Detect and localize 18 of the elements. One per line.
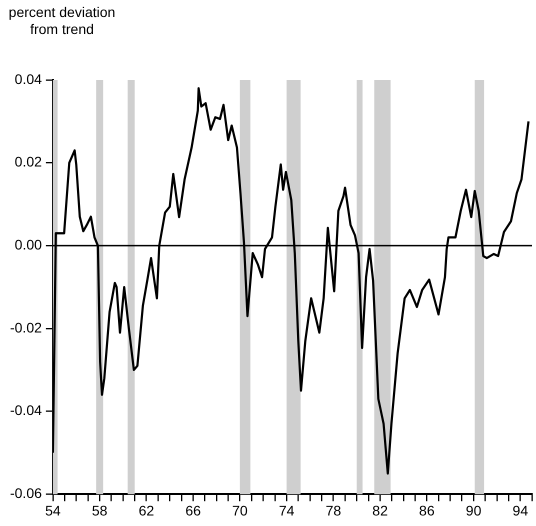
x-tick-label: 58: [92, 502, 108, 518]
y-tick-label: 0.04: [14, 70, 42, 87]
y-tick-label: 0.02: [14, 154, 42, 170]
x-tick-label: 70: [232, 502, 248, 518]
x-tick-label: 54: [45, 502, 61, 518]
y-tick-label: -0.02: [10, 319, 42, 336]
y-tick-label: 0.00: [14, 236, 42, 253]
x-tick-label: 74: [278, 502, 295, 518]
x-tick-label: 66: [185, 502, 202, 518]
x-tick-label: 62: [138, 502, 154, 518]
x-tick-label: 90: [466, 502, 482, 518]
x-tick-label: 82: [372, 502, 388, 518]
y-axis-title: percent deviation from trend: [8, 4, 116, 38]
x-tick-label: 94: [512, 502, 528, 518]
y-tick-label: -0.06: [10, 485, 42, 502]
x-tick-label: 86: [419, 502, 435, 518]
y-tick-label: -0.04: [10, 402, 42, 418]
x-tick-label: 78: [326, 502, 342, 518]
